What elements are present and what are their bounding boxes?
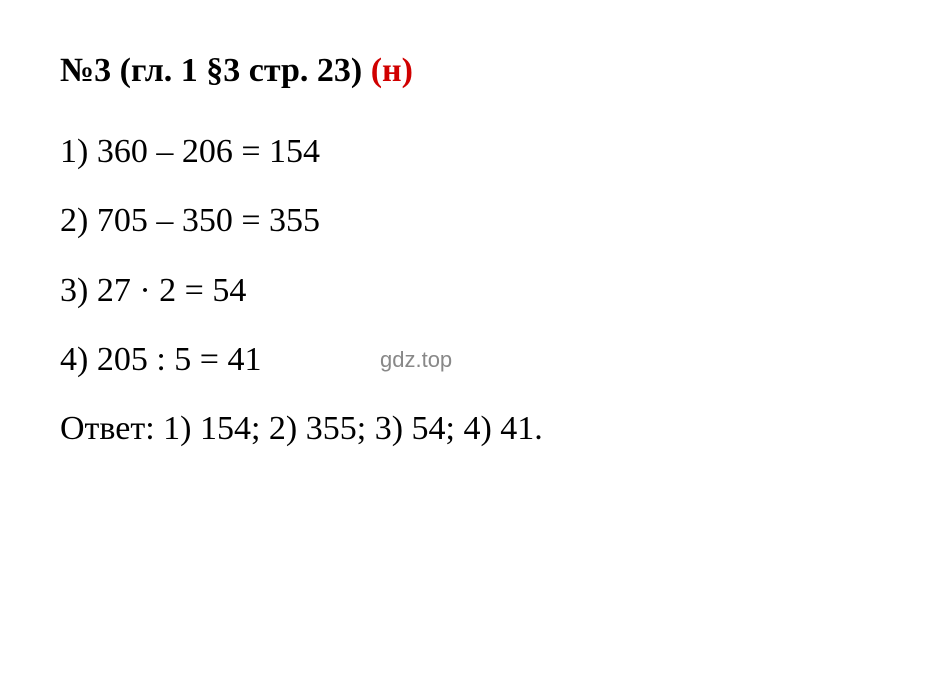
heading-red-text: (н)	[371, 52, 413, 89]
answer-line: Ответ: 1) 154; 2) 355; 3) 54; 4) 41.	[60, 398, 889, 459]
equation-line-1: 1) 360 – 206 = 154	[60, 121, 889, 182]
page-heading: №3 (гл. 1 §3 стр. 23) (н)	[60, 40, 889, 101]
equation-line-4: 4) 205 : 5 = 41	[60, 329, 889, 390]
watermark-text: gdz.top	[380, 340, 452, 380]
equation-line-2: 2) 705 – 350 = 355	[60, 190, 889, 251]
heading-black-text: №3 (гл. 1 §3 стр. 23)	[60, 52, 371, 89]
equation-line-3: 3) 27 · 2 = 54	[60, 260, 889, 321]
